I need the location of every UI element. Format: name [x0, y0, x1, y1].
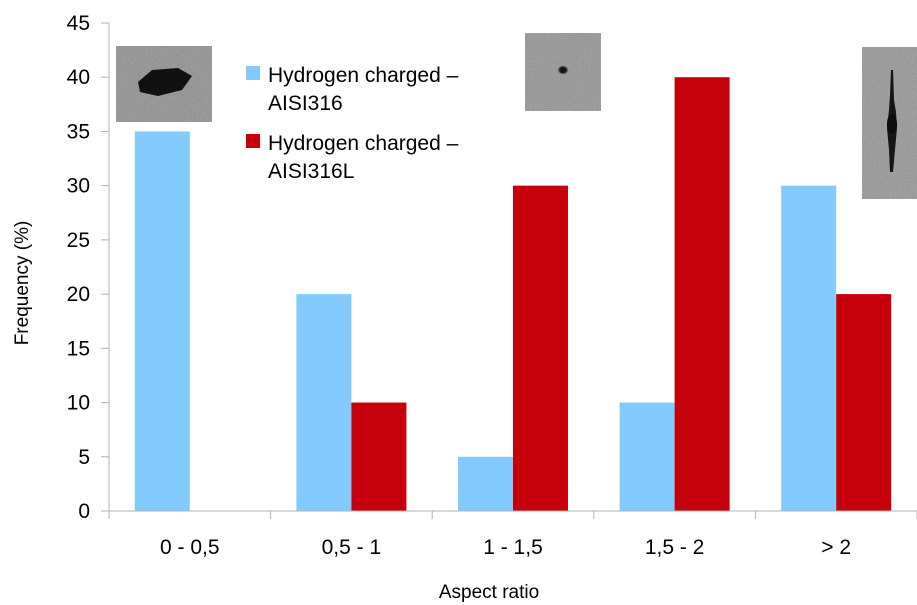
x-tick-label-0: 0 - 0,5	[160, 536, 220, 559]
y-tick-label-7: 35	[67, 120, 90, 143]
x-tick-label-1: 0,5 - 1	[322, 536, 382, 559]
y-tick-label-5: 25	[67, 229, 90, 252]
legend-swatch-series-2	[246, 134, 260, 148]
micrograph-elongated-void	[862, 47, 917, 199]
bar-series-2-3	[674, 77, 730, 511]
micrograph-round-void	[525, 33, 601, 111]
x-axis-title: Aspect ratio	[439, 582, 539, 603]
bar-series-1-1	[296, 294, 352, 511]
bar-series-2-1	[351, 402, 407, 511]
y-tick-label-6: 30	[67, 175, 90, 198]
bar-series-2-4	[836, 294, 892, 511]
y-tick-label-8: 40	[67, 66, 90, 89]
bar-series-1-3	[619, 402, 675, 511]
y-tick-label-0: 0	[78, 500, 90, 523]
y-tick-label-1: 5	[78, 446, 90, 469]
legend: Hydrogen charged – AISI316 Hydrogen char…	[246, 64, 459, 183]
bar-series-1-0	[134, 131, 190, 511]
y-tick-label-2: 10	[67, 392, 90, 415]
legend-label-series-2-line-2: AISI316L	[268, 160, 354, 183]
x-tick-label-2: 1 - 1,5	[483, 536, 543, 559]
y-tick-label-9: 45	[67, 12, 90, 35]
legend-label-series-2-line-1: Hydrogen charged –	[268, 132, 459, 155]
y-tick-label-3: 15	[67, 337, 90, 360]
micrograph-flat-void	[116, 46, 212, 122]
y-tick-label-4: 20	[67, 283, 90, 306]
bar-series-1-2	[458, 456, 513, 511]
x-tick-label-4: > 2	[821, 536, 851, 559]
bar-series-2-2	[513, 185, 568, 511]
y-axis-title: Frequency (%)	[12, 221, 33, 346]
legend-swatch-series-1	[246, 66, 260, 80]
bar-series-1-4	[781, 185, 837, 511]
legend-label-series-1-line-2: AISI316	[268, 92, 343, 115]
legend-label-series-1-line-1: Hydrogen charged –	[268, 64, 459, 87]
x-tick-label-3: 1,5 - 2	[645, 536, 705, 559]
